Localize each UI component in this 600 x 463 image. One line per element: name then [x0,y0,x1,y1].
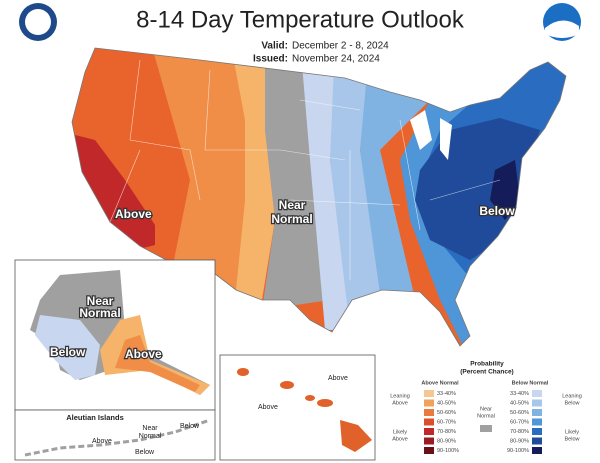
legend-group: Leaning [562,393,582,399]
below-swatch [532,447,542,454]
ak-below: Below [50,345,86,359]
conus-below: Below [479,204,515,218]
valid: December 2 - 8, 2024 [292,41,389,52]
hawaii-islands [237,368,372,452]
legend-group: Below [565,436,580,442]
ak-above: Above [125,347,162,361]
legend-group: Below [565,400,580,406]
below-bin: 40-50% [510,400,529,406]
logo-left [19,3,57,41]
legend-group: Above [392,400,408,406]
below-bin: 70-80% [510,429,529,435]
aleutian-below: Below [180,423,200,430]
near-swatch [480,425,492,432]
below-swatch [532,418,542,426]
ak-near: Near [87,294,114,308]
logo-right [543,3,581,41]
issued: November 24, 2024 [292,54,380,65]
valid-label: Valid: [261,41,288,52]
conus-above: Above [115,207,152,221]
legend-group: Normal [477,413,495,419]
hawaii-above: Above [328,375,348,382]
below-swatch [532,409,542,416]
hawaii-above: Above [258,404,278,411]
below-swatch [532,399,542,407]
below-bin: 33-40% [510,391,529,397]
below-bin: 90-100% [507,448,529,454]
above-bin: 33-40% [437,391,456,397]
above-swatch [424,418,434,426]
conus-near: Normal [271,212,312,226]
legend-group: Likely [565,429,579,435]
legend-group: Above [392,436,408,442]
above-bin: 90-100% [437,448,459,454]
above-swatch [424,390,434,397]
alaska-above [115,335,200,392]
below-bin: 60-70% [510,419,529,425]
title: 8-14 Day Temperature Outlook [136,6,465,33]
above-bin: 40-50% [437,400,456,406]
aleutian-near: Near [142,425,158,432]
above-bin: 80-90% [437,438,456,444]
legend-group: Near [480,406,492,412]
legend-heading: Below Normal [512,380,549,386]
above-swatch [424,399,434,407]
conus-near: Near [279,198,306,212]
alaska-below [35,315,100,380]
legend: Probability(Percent Chance)Above Normal B… [390,361,582,454]
above-swatch [424,428,434,435]
above-bin: 50-60% [437,410,456,416]
aleutian-near: Normal [139,433,162,440]
legend-heading: Above Normal [421,380,459,386]
below-swatch [532,390,542,397]
ak-near: Normal [79,306,120,320]
legend-title: Probability [470,361,504,368]
above-bin: 70-80% [437,429,456,435]
below-swatch [532,428,542,435]
aleutian-below: Below [135,449,155,456]
great-lakes [410,110,452,160]
above-swatch [424,409,434,416]
below-swatch [532,437,542,445]
above-swatch [424,447,434,454]
aleutian-title: Aleutian Islands [66,413,124,422]
legend-group: Leaning [390,393,410,399]
above-swatch [424,437,434,445]
above-bin: 60-70% [437,419,456,425]
legend-title: (Percent Chance) [460,369,513,376]
legend-group: Likely [393,429,407,435]
below-bin: 50-60% [510,410,529,416]
issued-label: Issued: [253,54,288,65]
aleutian-above: Above [92,438,112,445]
alaska-above [100,315,210,395]
aleutian-chain [24,418,211,457]
below-bin: 80-90% [510,438,529,444]
